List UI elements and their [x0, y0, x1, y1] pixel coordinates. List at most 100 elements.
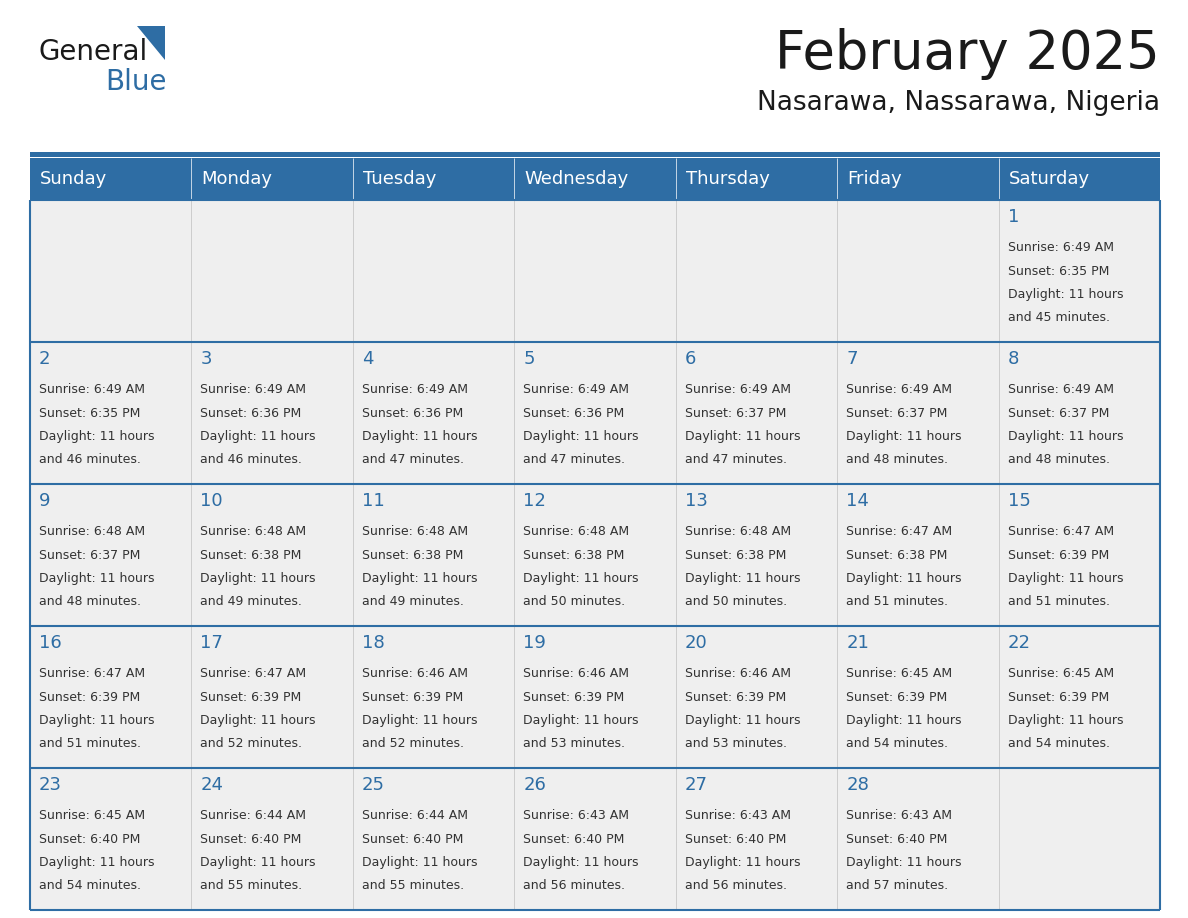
Text: and 46 minutes.: and 46 minutes.	[201, 453, 302, 466]
Text: Sunrise: 6:45 AM: Sunrise: 6:45 AM	[846, 667, 953, 680]
Text: Daylight: 11 hours: Daylight: 11 hours	[1007, 430, 1123, 443]
Text: Sunrise: 6:44 AM: Sunrise: 6:44 AM	[362, 809, 468, 823]
Bar	[191, 484, 353, 626]
Text: Daylight: 11 hours: Daylight: 11 hours	[39, 572, 154, 585]
Text: Sunrise: 6:47 AM: Sunrise: 6:47 AM	[1007, 525, 1113, 538]
Text: Sunset: 6:40 PM: Sunset: 6:40 PM	[846, 833, 948, 845]
Text: 5: 5	[523, 350, 535, 368]
Bar	[999, 768, 1159, 910]
Text: and 48 minutes.: and 48 minutes.	[1007, 453, 1110, 466]
Bar	[514, 768, 676, 910]
Text: Sunset: 6:36 PM: Sunset: 6:36 PM	[523, 407, 625, 420]
Text: Daylight: 11 hours: Daylight: 11 hours	[39, 714, 154, 727]
Text: and 47 minutes.: and 47 minutes.	[362, 453, 463, 466]
Text: and 49 minutes.: and 49 minutes.	[362, 596, 463, 609]
Text: Daylight: 11 hours: Daylight: 11 hours	[362, 714, 478, 727]
Text: Sunday: Sunday	[40, 170, 107, 188]
Text: Sunrise: 6:47 AM: Sunrise: 6:47 AM	[846, 525, 953, 538]
Text: Sunset: 6:37 PM: Sunset: 6:37 PM	[39, 549, 140, 562]
Bar	[676, 484, 838, 626]
Bar	[30, 626, 191, 768]
Text: 2: 2	[39, 350, 51, 368]
Text: Sunset: 6:38 PM: Sunset: 6:38 PM	[684, 549, 786, 562]
Text: Sunrise: 6:45 AM: Sunrise: 6:45 AM	[1007, 667, 1113, 680]
Bar	[30, 158, 1159, 200]
Text: Daylight: 11 hours: Daylight: 11 hours	[201, 856, 316, 869]
Text: and 53 minutes.: and 53 minutes.	[684, 737, 786, 751]
Text: Daylight: 11 hours: Daylight: 11 hours	[846, 714, 961, 727]
Text: 3: 3	[201, 350, 211, 368]
Text: Sunset: 6:39 PM: Sunset: 6:39 PM	[684, 690, 786, 703]
Text: Sunset: 6:38 PM: Sunset: 6:38 PM	[362, 549, 463, 562]
Text: Sunset: 6:37 PM: Sunset: 6:37 PM	[684, 407, 786, 420]
Bar	[999, 342, 1159, 484]
Text: Friday: Friday	[847, 170, 902, 188]
Polygon shape	[137, 26, 165, 60]
Text: Daylight: 11 hours: Daylight: 11 hours	[201, 572, 316, 585]
Text: Daylight: 11 hours: Daylight: 11 hours	[39, 856, 154, 869]
Bar	[838, 200, 999, 342]
Text: 18: 18	[362, 634, 385, 652]
Bar	[30, 484, 191, 626]
Text: Daylight: 11 hours: Daylight: 11 hours	[523, 714, 639, 727]
Text: Sunrise: 6:49 AM: Sunrise: 6:49 AM	[1007, 241, 1113, 254]
Bar	[999, 484, 1159, 626]
Text: Sunrise: 6:46 AM: Sunrise: 6:46 AM	[523, 667, 630, 680]
Text: Sunset: 6:38 PM: Sunset: 6:38 PM	[523, 549, 625, 562]
Text: Sunrise: 6:48 AM: Sunrise: 6:48 AM	[201, 525, 307, 538]
Text: 17: 17	[201, 634, 223, 652]
Text: Thursday: Thursday	[685, 170, 770, 188]
Text: 27: 27	[684, 776, 708, 794]
Text: and 51 minutes.: and 51 minutes.	[1007, 596, 1110, 609]
Text: Sunrise: 6:49 AM: Sunrise: 6:49 AM	[39, 383, 145, 397]
Bar	[838, 484, 999, 626]
Text: and 54 minutes.: and 54 minutes.	[1007, 737, 1110, 751]
Bar	[999, 200, 1159, 342]
Text: Monday: Monday	[202, 170, 272, 188]
Text: Saturday: Saturday	[1009, 170, 1089, 188]
Text: Daylight: 11 hours: Daylight: 11 hours	[684, 572, 801, 585]
Text: Daylight: 11 hours: Daylight: 11 hours	[362, 856, 478, 869]
Text: Sunrise: 6:43 AM: Sunrise: 6:43 AM	[684, 809, 791, 823]
Text: Daylight: 11 hours: Daylight: 11 hours	[362, 430, 478, 443]
Text: Sunset: 6:35 PM: Sunset: 6:35 PM	[1007, 264, 1108, 277]
Text: Sunset: 6:39 PM: Sunset: 6:39 PM	[1007, 549, 1108, 562]
Text: Sunset: 6:39 PM: Sunset: 6:39 PM	[523, 690, 625, 703]
Text: Sunset: 6:38 PM: Sunset: 6:38 PM	[846, 549, 948, 562]
Bar	[676, 626, 838, 768]
Bar	[838, 768, 999, 910]
Text: Sunrise: 6:47 AM: Sunrise: 6:47 AM	[201, 667, 307, 680]
Text: 13: 13	[684, 492, 708, 510]
Text: and 54 minutes.: and 54 minutes.	[39, 879, 141, 892]
Text: Sunrise: 6:48 AM: Sunrise: 6:48 AM	[39, 525, 145, 538]
Text: Sunrise: 6:47 AM: Sunrise: 6:47 AM	[39, 667, 145, 680]
Text: Daylight: 11 hours: Daylight: 11 hours	[201, 430, 316, 443]
Text: Blue: Blue	[105, 68, 166, 96]
Text: and 50 minutes.: and 50 minutes.	[684, 596, 786, 609]
Text: 14: 14	[846, 492, 868, 510]
Text: Sunrise: 6:49 AM: Sunrise: 6:49 AM	[201, 383, 307, 397]
Text: Sunset: 6:40 PM: Sunset: 6:40 PM	[523, 833, 625, 845]
Bar	[191, 200, 353, 342]
Text: 25: 25	[362, 776, 385, 794]
Text: Sunrise: 6:49 AM: Sunrise: 6:49 AM	[1007, 383, 1113, 397]
Text: Sunset: 6:40 PM: Sunset: 6:40 PM	[684, 833, 786, 845]
Text: Sunrise: 6:44 AM: Sunrise: 6:44 AM	[201, 809, 307, 823]
Text: and 47 minutes.: and 47 minutes.	[684, 453, 786, 466]
Text: Sunset: 6:35 PM: Sunset: 6:35 PM	[39, 407, 140, 420]
Bar	[676, 768, 838, 910]
Text: and 51 minutes.: and 51 minutes.	[39, 737, 141, 751]
Bar	[353, 626, 514, 768]
Text: 28: 28	[846, 776, 868, 794]
Bar	[514, 626, 676, 768]
Bar	[838, 342, 999, 484]
Text: and 51 minutes.: and 51 minutes.	[846, 596, 948, 609]
Text: Sunrise: 6:48 AM: Sunrise: 6:48 AM	[362, 525, 468, 538]
Text: 4: 4	[362, 350, 373, 368]
Bar	[838, 626, 999, 768]
Text: February 2025: February 2025	[776, 28, 1159, 80]
Bar	[514, 342, 676, 484]
Text: Sunrise: 6:46 AM: Sunrise: 6:46 AM	[362, 667, 468, 680]
Text: Sunset: 6:37 PM: Sunset: 6:37 PM	[846, 407, 948, 420]
Bar	[191, 768, 353, 910]
